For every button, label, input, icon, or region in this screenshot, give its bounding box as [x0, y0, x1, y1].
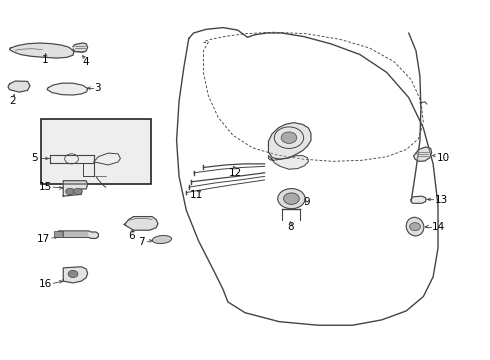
Text: 13: 13 — [435, 195, 448, 205]
Text: 7: 7 — [138, 237, 145, 247]
Text: 11: 11 — [190, 190, 203, 200]
Circle shape — [278, 189, 305, 209]
Text: 1: 1 — [41, 55, 48, 65]
Text: 6: 6 — [128, 231, 135, 240]
Bar — [54, 231, 63, 237]
Polygon shape — [63, 267, 88, 283]
Text: 15: 15 — [39, 182, 52, 192]
Text: 12: 12 — [229, 168, 242, 178]
Text: 5: 5 — [31, 153, 38, 163]
Text: 10: 10 — [437, 153, 450, 163]
Polygon shape — [47, 83, 88, 95]
Text: 2: 2 — [10, 96, 16, 106]
Text: 3: 3 — [94, 83, 101, 93]
Polygon shape — [73, 43, 88, 52]
Polygon shape — [9, 43, 74, 58]
Circle shape — [68, 270, 78, 278]
Polygon shape — [269, 156, 309, 169]
Polygon shape — [8, 81, 30, 92]
Polygon shape — [411, 196, 426, 203]
Text: 8: 8 — [287, 222, 294, 232]
Ellipse shape — [406, 217, 424, 236]
Text: 16: 16 — [39, 279, 52, 289]
Bar — [41, 119, 151, 184]
Text: 14: 14 — [432, 222, 445, 231]
Polygon shape — [63, 181, 88, 196]
Text: 9: 9 — [304, 197, 310, 207]
Polygon shape — [58, 231, 98, 238]
Circle shape — [281, 132, 297, 143]
Ellipse shape — [152, 235, 171, 244]
Circle shape — [410, 223, 420, 230]
Text: 4: 4 — [83, 57, 90, 67]
Polygon shape — [124, 217, 158, 230]
Text: 17: 17 — [37, 234, 50, 244]
Circle shape — [74, 188, 82, 195]
Polygon shape — [269, 123, 311, 159]
Circle shape — [284, 193, 299, 204]
Polygon shape — [414, 147, 432, 161]
Circle shape — [66, 188, 74, 195]
